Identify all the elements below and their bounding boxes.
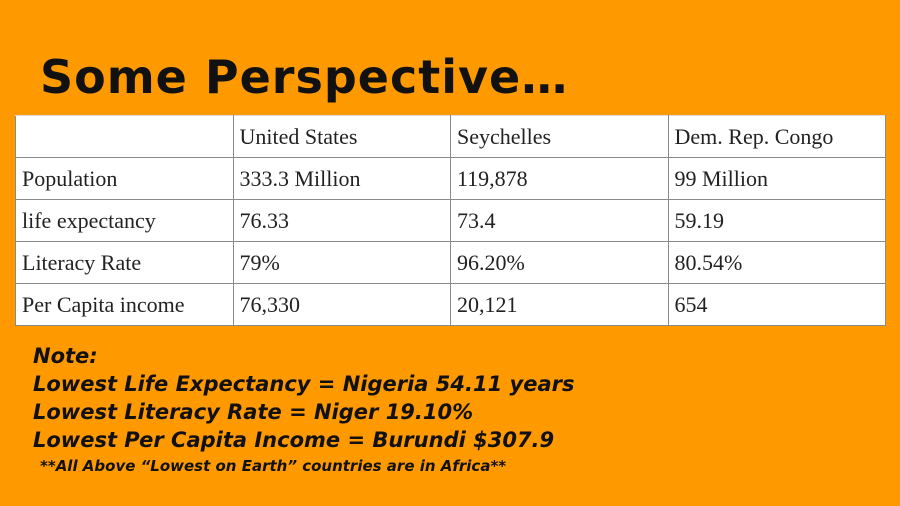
header-cell: Seychelles (450, 115, 669, 158)
cell: 80.54% (667, 241, 886, 284)
row: Literacy Rate 79% 96.20% 80.54% (15, 241, 886, 284)
cell: 79% (232, 241, 451, 284)
cell: 73.4 (450, 199, 669, 242)
cell: 99 Million (667, 157, 886, 200)
row: Per Capita income 76,330 20,121 654 (15, 283, 886, 326)
cell: 333.3 Million (232, 157, 451, 200)
note-line: Lowest Per Capita Income = Burundi $307.… (33, 428, 555, 452)
cell: 59.19 (667, 199, 886, 242)
note-line: Lowest Literacy Rate = Niger 19.10% (33, 400, 474, 424)
cell: 119,878 (450, 157, 669, 200)
row-label: Literacy Rate (15, 241, 234, 284)
header-row: United States Seychelles Dem. Rep. Congo (15, 115, 886, 158)
notes: Note: Lowest Life Expectancy = Nigeria 5… (33, 342, 574, 454)
cell: 76.33 (232, 199, 451, 242)
title: Some Perspective… (40, 50, 569, 104)
cell: 20,121 (450, 283, 669, 326)
note-heading: Note: (33, 344, 98, 368)
corner-cell (15, 115, 234, 158)
header-cell: United States (232, 115, 451, 158)
header-cell: Dem. Rep. Congo (667, 115, 886, 158)
note-line: Lowest Life Expectancy = Nigeria 54.11 y… (33, 372, 575, 396)
row: life expectancy 76.33 73.4 59.19 (15, 199, 886, 242)
row: Population 333.3 Million 119,878 99 Mill… (15, 157, 886, 200)
row-label: Population (15, 157, 234, 200)
cell: 654 (667, 283, 886, 326)
comparison-table: United States Seychelles Dem. Rep. Congo… (15, 115, 886, 326)
cell: 96.20% (450, 241, 669, 284)
cell: 76,330 (232, 283, 451, 326)
note-footer: **All Above “Lowest on Earth” countries … (40, 457, 507, 475)
row-label: Per Capita income (15, 283, 234, 326)
row-label: life expectancy (15, 199, 234, 242)
